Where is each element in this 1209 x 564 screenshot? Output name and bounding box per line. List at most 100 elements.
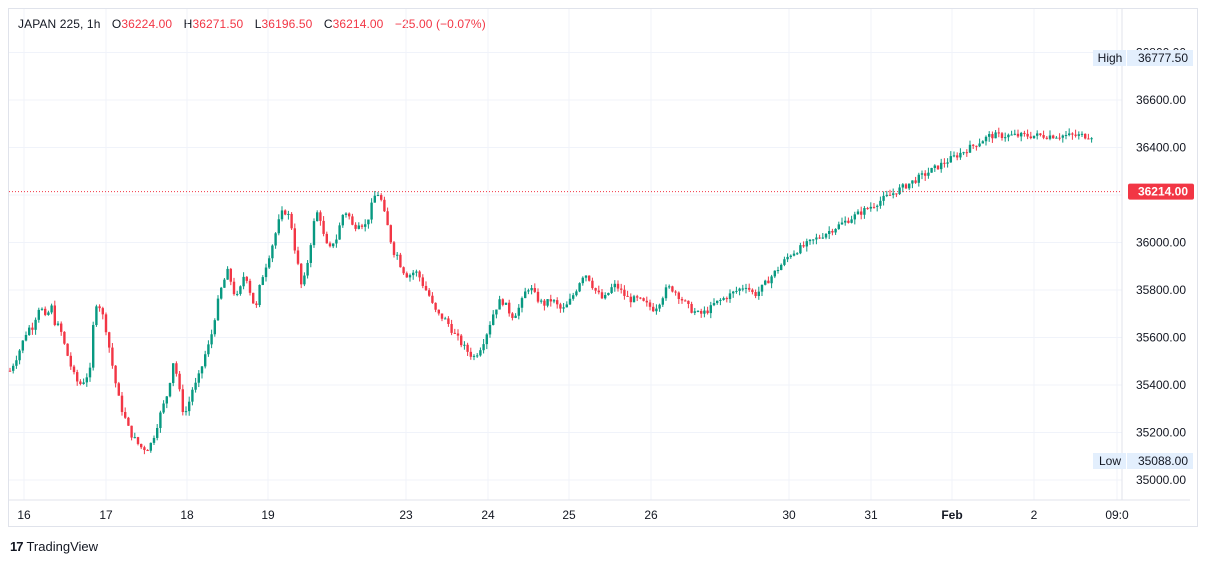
candle-body (456, 333, 460, 336)
change-value: −25.00 (−0.07%) (394, 17, 486, 31)
candle-body (738, 288, 741, 291)
candle-body (72, 366, 76, 373)
candle-body (706, 310, 709, 314)
candle-body (920, 173, 924, 175)
candle-body (367, 219, 370, 225)
candle-body (252, 292, 255, 304)
candle-body (786, 256, 789, 260)
high-value: 36271.50 (192, 17, 244, 31)
close-label: C (323, 17, 333, 31)
candle-body (543, 300, 546, 306)
candle-body (261, 277, 264, 285)
candle-body (908, 183, 911, 189)
candle-body (1042, 135, 1045, 138)
candle-body (898, 187, 901, 195)
candle-body (440, 313, 444, 319)
candle-body (264, 267, 268, 278)
candle-body (741, 288, 744, 290)
candle-body (127, 417, 130, 426)
candle-body (524, 291, 527, 299)
candle-body (892, 193, 895, 195)
candle-body (847, 220, 850, 223)
candle-body (556, 300, 559, 305)
candle-body (216, 298, 220, 321)
candle-body (114, 365, 117, 384)
candle-body (463, 344, 466, 346)
candle-body (284, 210, 287, 215)
candle-body (636, 296, 639, 298)
candle-body (722, 298, 725, 300)
candle-body (952, 155, 956, 157)
candle-body (1055, 137, 1058, 139)
candle-body (735, 290, 738, 292)
candle-body (610, 287, 613, 293)
high-tag-label-bg (1093, 50, 1126, 66)
candle-body (690, 303, 693, 313)
candle-body (79, 381, 82, 384)
time-tick-label: 31 (864, 508, 878, 522)
candle-body (1052, 135, 1055, 139)
symbol-label[interactable]: JAPAN 225 (18, 17, 81, 31)
candle-body (200, 366, 204, 374)
candle-body (1071, 133, 1074, 135)
candle-body (981, 141, 984, 144)
candle-body (312, 221, 316, 246)
candle-body (562, 307, 565, 309)
candle-body (104, 314, 108, 333)
candle-body (1080, 133, 1084, 135)
candle-body (597, 290, 600, 293)
interval-label[interactable]: 1h (86, 17, 101, 31)
tradingview-brand[interactable]: 17 TradingView (10, 539, 98, 554)
candle-body (591, 280, 594, 289)
price-tick-label: 35800.00 (1136, 283, 1186, 297)
candle-body (485, 334, 488, 345)
candle-body (479, 350, 482, 356)
candle-body (972, 144, 975, 146)
candle-body (364, 224, 367, 227)
candle-body (770, 276, 773, 284)
price-tick-label: 35400.00 (1136, 378, 1186, 392)
candle-body (124, 411, 127, 418)
candle-body (354, 224, 357, 229)
candle-body (536, 291, 540, 302)
candle-body (997, 132, 1000, 134)
candle-body (92, 325, 95, 368)
candle-body (418, 271, 421, 278)
tradingview-logo: 17 (10, 539, 24, 554)
candle-body (821, 237, 824, 239)
candle-body (268, 258, 271, 268)
candle-body (917, 174, 920, 183)
price-tick-label: 36400.00 (1136, 141, 1186, 155)
candle-body (876, 205, 879, 207)
price-tick-label: 35600.00 (1136, 331, 1186, 345)
candle-body (1000, 133, 1004, 138)
time-tick-label: 25 (562, 508, 576, 522)
candle-body (450, 323, 453, 333)
candle-body (1020, 132, 1023, 137)
candle-body (709, 305, 712, 314)
price-tick-label: 36000.00 (1136, 236, 1186, 250)
candle-body (895, 193, 898, 195)
candle-body (255, 303, 258, 306)
candle-body (808, 239, 812, 242)
candle-body (402, 267, 405, 274)
price-tick-label: 35200.00 (1136, 426, 1186, 440)
candle-body (472, 355, 476, 357)
candle-body (1064, 135, 1068, 137)
time-tick-label: 2 (1031, 508, 1038, 522)
last-price-tag: 36214.00 (1138, 185, 1188, 199)
low-tag-label-bg (1093, 453, 1126, 469)
candle-body (360, 225, 364, 227)
candle-body (488, 324, 492, 335)
candle-body (504, 302, 508, 305)
candle-body (168, 383, 172, 397)
candle-body (492, 314, 495, 325)
candle-body (239, 286, 242, 294)
candle-body (133, 437, 136, 439)
candle-body (1004, 137, 1007, 139)
candle-body (1023, 132, 1026, 134)
time-tick-label: 09:0 (1105, 508, 1129, 522)
candle-body (501, 299, 504, 305)
candle-body (223, 279, 226, 288)
